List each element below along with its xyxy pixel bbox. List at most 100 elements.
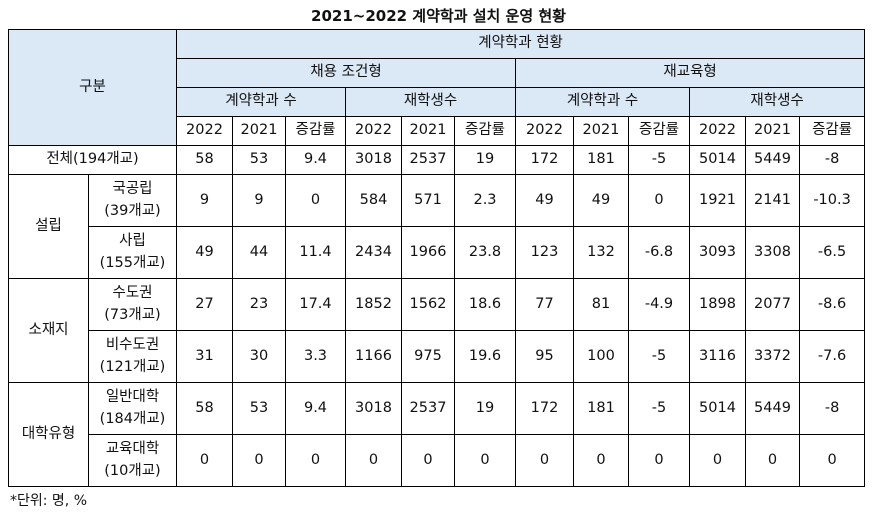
cell: 53	[232, 382, 286, 435]
cell: 2077	[745, 278, 800, 331]
cell: 975	[401, 330, 455, 383]
cell: 132	[573, 226, 629, 279]
cell: 181	[573, 382, 629, 435]
cell: 3308	[745, 226, 800, 279]
cell: 95	[515, 330, 574, 383]
group-label-establishment: 설립	[8, 174, 89, 279]
header-change: 증감률	[628, 116, 690, 146]
cell: 9	[176, 174, 233, 227]
cell: -5	[628, 382, 690, 435]
cell: 11.4	[285, 226, 346, 279]
row-label: 사립 (155개교)	[88, 226, 177, 279]
group-label-school-type: 대학유형	[8, 382, 89, 487]
cell: 2.3	[454, 174, 516, 227]
header-year-2022: 2022	[515, 116, 574, 146]
cell: 19.6	[454, 330, 516, 383]
cell: 1562	[401, 278, 455, 331]
header-count: 계약학과 수	[176, 87, 346, 117]
row-label: 수도권 (73개교)	[88, 278, 177, 331]
cell: 49	[515, 174, 574, 227]
cell: -4.9	[628, 278, 690, 331]
cell: 0	[232, 434, 286, 487]
cell: -5	[628, 330, 690, 383]
row-label: 전체(194개교)	[8, 145, 177, 175]
header-year-2022: 2022	[176, 116, 233, 146]
cell: 58	[176, 382, 233, 435]
cell: -5	[628, 145, 690, 175]
cell: 19	[454, 382, 516, 435]
cell: 77	[515, 278, 574, 331]
cell: 1898	[689, 278, 746, 331]
cell: 181	[573, 145, 629, 175]
cell: 5449	[745, 382, 800, 435]
cell: 49	[573, 174, 629, 227]
table-row: 비수도권 (121개교) 31 30 3.3 1166 975 19.6 95 1…	[9, 330, 866, 383]
cell: 172	[515, 145, 574, 175]
cell: 0	[454, 434, 516, 487]
header-change: 증감률	[454, 116, 516, 146]
header-students: 재학생수	[688, 87, 866, 117]
cell: 0	[745, 434, 800, 487]
cell: 3.3	[285, 330, 346, 383]
table-row: 전체(194개교) 58 53 9.4 3018 2537 19 172 181…	[8, 145, 866, 175]
cell: 571	[401, 174, 455, 227]
cell: 9.4	[285, 145, 346, 175]
table-row: 소재지 수도권 (73개교) 27 23 17.4 1852 1562 18.6 …	[8, 278, 866, 383]
header-year-2021: 2021	[232, 116, 286, 146]
cell: 1921	[689, 174, 746, 227]
cell: 0	[689, 434, 746, 487]
cell: 0	[628, 434, 690, 487]
cell: 81	[573, 278, 629, 331]
row-label: 국공립 (39개교)	[88, 174, 177, 227]
cell: -8.6	[798, 278, 866, 331]
cell: -6.8	[628, 226, 690, 279]
header-change: 증감률	[285, 116, 346, 146]
header-change: 증감률	[798, 116, 866, 146]
row-label: 비수도권 (121개교)	[88, 330, 177, 383]
cell: 9	[232, 174, 286, 227]
cell: -7.6	[798, 330, 866, 383]
cell: 53	[232, 145, 286, 175]
header-year-2021: 2021	[573, 116, 629, 146]
cell: 44	[232, 226, 286, 279]
cell: 3093	[689, 226, 746, 279]
cell: 23	[232, 278, 286, 331]
cell: 2537	[401, 382, 455, 435]
cell: 172	[515, 382, 574, 435]
cell: 5449	[745, 145, 800, 175]
table-row: 교육대학 (10개교) 0 0 0 0 0 0 0 0 0 0 0 0	[9, 434, 866, 487]
page-title: 2021~2022 계약학과 설치 운영 현황	[311, 7, 566, 25]
cell: 0	[176, 434, 233, 487]
cell: 100	[573, 330, 629, 383]
cell: 30	[232, 330, 286, 383]
header-category: 구분	[8, 29, 177, 146]
header-type-reeducation: 재교육형	[514, 58, 866, 88]
cell: 17.4	[285, 278, 346, 331]
cell: 0	[515, 434, 574, 487]
cell: -10.3	[798, 174, 866, 227]
cell: 5014	[689, 382, 746, 435]
cell: 0	[798, 434, 866, 487]
unit-footnote: *단위: 명, %	[10, 493, 88, 509]
cell: -8	[798, 145, 866, 175]
cell: 49	[176, 226, 233, 279]
cell: -6.5	[798, 226, 866, 279]
table-row: 설립 국공립 (39개교) 9 9 0 584 571 2.3 49 49 0 1…	[8, 174, 866, 279]
cell: 1966	[401, 226, 455, 279]
cell: 2537	[401, 145, 455, 175]
cell: 0	[345, 434, 402, 487]
cell: 0	[401, 434, 455, 487]
cell: 3018	[345, 145, 402, 175]
cell: 3116	[689, 330, 746, 383]
row-label: 일반대학 (184개교)	[88, 382, 177, 435]
cell: 5014	[689, 145, 746, 175]
row-label: 교육대학 (10개교)	[88, 434, 177, 487]
header-year-2021: 2021	[745, 116, 800, 146]
header-type-employment: 채용 조건형	[176, 58, 516, 88]
cell: 1852	[345, 278, 402, 331]
cell: 18.6	[454, 278, 516, 331]
cell: 0	[285, 434, 346, 487]
cell: 19	[454, 145, 516, 175]
cell: 2434	[345, 226, 402, 279]
group-label-location: 소재지	[8, 278, 89, 383]
